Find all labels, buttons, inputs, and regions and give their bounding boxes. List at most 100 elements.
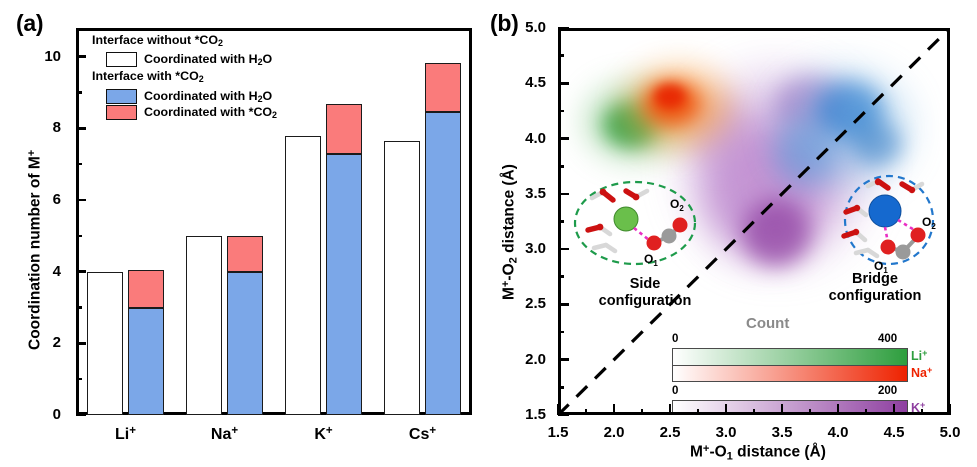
panel-b-x-tick	[920, 409, 924, 415]
legend-heading-1-sub: 2	[217, 38, 223, 49]
bridge-inset-water-molecules	[841, 178, 925, 259]
colorbar-na	[672, 365, 908, 382]
panel-b-x-tick	[808, 409, 812, 415]
panel-a-y-tick	[76, 377, 82, 381]
bridge-inset-bond-o1	[883, 226, 890, 244]
y-axis-title-sup: +	[26, 149, 38, 157]
bridge-caption-line-1: Bridge	[852, 271, 898, 287]
panel-b-y-tick	[558, 358, 569, 361]
legend-item-water-with-co2: Coordinated with H2O	[106, 89, 277, 104]
colorbar-k	[672, 400, 908, 415]
bar-segment-water[interactable]	[227, 271, 263, 415]
panel-a-y-tick	[76, 162, 82, 166]
bar-segment-water[interactable]	[326, 154, 362, 415]
panel-b-x-tick-label: 4.5	[883, 424, 905, 441]
panel-b-y-tick	[558, 220, 564, 223]
panel-b-plot-frame	[558, 28, 950, 415]
panel-b-x-tick-label: 2.0	[603, 424, 625, 441]
density-blob	[852, 121, 902, 167]
panel-b-y-tick	[558, 330, 564, 334]
panel-a-x-tick-label-na: Na+	[210, 425, 239, 443]
panel-b-y-tick-label: 1.5	[525, 406, 546, 423]
panel-a-y-tick	[76, 306, 82, 309]
density-blob	[655, 85, 685, 108]
panel-b-x-tick-label: 1.5	[547, 424, 569, 441]
panel-b-x-tick	[584, 409, 588, 415]
colorbar-2-max-label: 200	[878, 385, 898, 397]
side-caption-line-1: Side	[629, 276, 661, 292]
panel-b-y-tick	[558, 54, 564, 57]
panel-b-x-tick	[752, 409, 756, 415]
side-configuration-inset: O1 O2	[573, 180, 697, 268]
panel-b-x-tick	[668, 404, 672, 415]
legend-item-2-label: Coordinated with H2O	[144, 88, 273, 104]
side-inset-co2	[646, 217, 688, 251]
colorbar-title: Count	[746, 315, 790, 332]
bar-segment-co2[interactable]	[227, 235, 263, 272]
bar-without-co2[interactable]	[285, 135, 321, 415]
panel-b-y-tick	[558, 192, 569, 196]
panel-b-x-tick	[724, 404, 728, 415]
legend-item-1-label: Coordinated with H2O	[144, 52, 273, 68]
panel-b-x-tick	[780, 404, 784, 415]
side-inset-dashed-ellipse	[573, 180, 697, 266]
bridge-caption-line-2: configuration	[828, 288, 922, 304]
panel-b-y-tick	[558, 303, 569, 306]
panel-b-x-tick-label: 3.5	[771, 424, 793, 441]
panel-a-y-tick	[76, 270, 86, 273]
panel-b-x-tick-label: 5.0	[939, 424, 961, 441]
side-configuration-caption: Side configuration	[580, 276, 710, 310]
panel-b-x-tick-label: 3.0	[715, 424, 737, 441]
panel-b-x-tick	[892, 404, 896, 415]
panel-b-x-tick	[836, 404, 840, 415]
density-blob	[773, 124, 836, 187]
panel-b-y-tick	[558, 81, 569, 85]
panel-b-x-tick	[696, 409, 700, 415]
density-blob	[742, 199, 810, 266]
bridge-configuration-caption: Bridge configuration	[810, 271, 940, 305]
panel-b-y-tick-label: 5.0	[525, 19, 546, 36]
bar-without-co2[interactable]	[384, 140, 420, 415]
panel-b-y-tick-label: 4.0	[525, 129, 546, 147]
panel-a-y-axis-title: Coordination number of M+	[26, 150, 45, 350]
panel-b-y-tick-label: 3.5	[525, 184, 546, 202]
panel-a-y-tick	[76, 91, 82, 94]
panel-b-y-tick	[558, 247, 569, 251]
bar-segment-water[interactable]	[128, 307, 164, 415]
legend-swatch-white	[106, 52, 137, 68]
bar-without-co2[interactable]	[186, 235, 222, 415]
bar-segment-co2[interactable]	[128, 269, 164, 308]
colorbar-2-min-label: 0	[672, 385, 679, 397]
legend-heading-1-text: Interface without *CO	[92, 33, 218, 47]
bridge-inset-dashed-circle	[843, 174, 935, 266]
panel-a-y-tick	[76, 55, 86, 58]
colorbar-label-k: K+	[911, 400, 926, 415]
legend-heading-with-co2: Interface with *CO2	[92, 68, 277, 87]
panel-a-y-tick-label: 8	[52, 119, 61, 137]
panel-b-y-axis-title: M+-O2 distance (Å)	[500, 164, 520, 300]
panel-a-y-tick	[76, 413, 86, 417]
legend-heading-2-text: Interface with *CO	[92, 69, 199, 84]
panel-a-y-tick-label: 10	[44, 47, 61, 65]
legend-heading-without-co2: Interface without *CO2	[92, 32, 277, 51]
legend-swatch-blue	[106, 88, 137, 104]
legend-heading-2-sub: 2	[198, 74, 204, 85]
bar-without-co2[interactable]	[87, 271, 123, 415]
bar-segment-co2[interactable]	[425, 63, 461, 113]
colorbar-1-min-label: 0	[672, 333, 679, 345]
bar-segment-water[interactable]	[425, 112, 461, 415]
panel-a-y-tick-label: 0	[52, 406, 61, 423]
panel-b-y-tick	[558, 275, 564, 279]
panel-b-y-tick-label: 4.5	[525, 74, 546, 92]
legend-item-water-without-co2: Coordinated with H2O	[106, 52, 277, 67]
bar-segment-co2[interactable]	[326, 104, 362, 155]
panel-a-y-tick	[76, 198, 86, 202]
density-blob	[815, 82, 883, 140]
panel-a-y-tick	[76, 127, 86, 130]
bridge-inset-co2	[880, 227, 926, 260]
panel-b-y-tick	[558, 386, 564, 389]
colorbar-label-li: Li+	[911, 348, 928, 363]
side-caption-line-2: configuration	[598, 293, 692, 309]
panel-a-y-tick-label: 2	[52, 334, 61, 352]
